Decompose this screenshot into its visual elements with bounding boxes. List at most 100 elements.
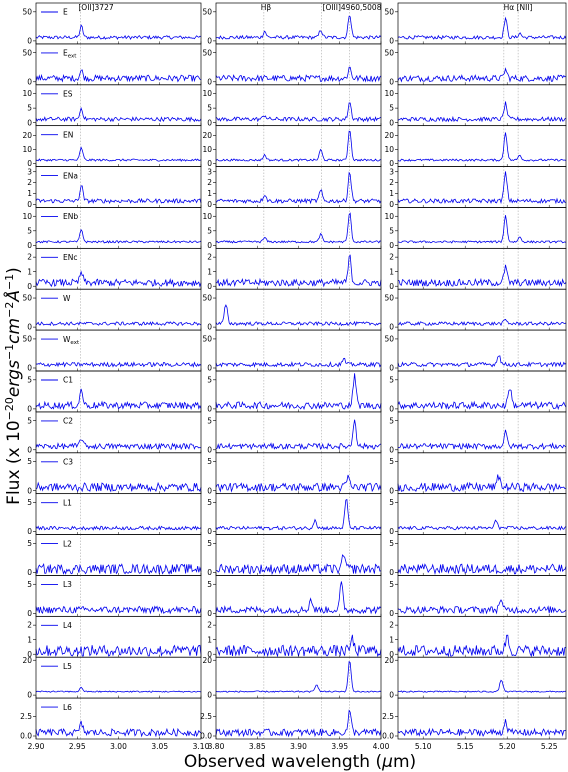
- y-tick-label: 5: [27, 498, 32, 507]
- x-axis-title: Observed wavelength (μm): [184, 752, 416, 772]
- y-tick-label: 50: [202, 335, 212, 344]
- y-axis-title: Flux (x 10−20ergs−1cm−2Å−1): [2, 267, 24, 505]
- y-tick-label: 5: [207, 539, 212, 548]
- y-tick-label: 50: [22, 335, 32, 344]
- panel-enb-1: 0 5 10 ENb: [22, 207, 202, 250]
- y-tick-label: 5: [27, 416, 32, 425]
- y-tick-label: 0: [389, 282, 394, 291]
- y-tick-label: 5: [207, 498, 212, 507]
- spectrum-line: [35, 270, 202, 288]
- y-tick-label: 0: [27, 445, 32, 454]
- spectrum-line: [397, 429, 567, 451]
- y-tick-label: 0: [389, 241, 394, 250]
- panel-l1-1: 0 5 L1: [27, 493, 202, 536]
- panel-l6-3: 0.0 2.5 5.10 5.15 5.20 5.25: [382, 697, 567, 751]
- panel-l2-1: 0 5 L2: [27, 534, 202, 577]
- panel-w-1: 0 50 W: [22, 288, 202, 332]
- y-tick-label: 0: [27, 159, 32, 168]
- y-tick-label: 3: [207, 167, 212, 176]
- y-tick-label: 10: [202, 212, 212, 221]
- y-tick-label: 5: [27, 226, 32, 235]
- spectrum-line: [397, 101, 567, 123]
- panel-ena-1: 0 1 2 3 ENa: [27, 166, 202, 209]
- y-tick-label: 20: [202, 131, 212, 140]
- y-tick-label: 1: [207, 267, 212, 276]
- y-tick-label: 0: [389, 159, 394, 168]
- line-label-oii: [OII]3727: [78, 3, 113, 12]
- spectrum-line: [35, 439, 202, 451]
- y-tick-label: 5: [27, 104, 32, 113]
- y-tick-label: 5: [389, 457, 394, 466]
- y-tick-label: 5: [27, 375, 32, 384]
- spectrum-line: [215, 66, 382, 83]
- panel-l4-2: 0 1 2: [207, 615, 382, 659]
- legend-label: C2: [63, 417, 73, 426]
- spectrum-line: [215, 212, 382, 244]
- x-tick-label: 4.00: [373, 742, 390, 751]
- x-tick-label: 2.95: [69, 742, 86, 751]
- spectrum-line: [35, 686, 202, 693]
- y-tick-label: 0: [27, 323, 32, 332]
- y-tick-label: 0: [389, 200, 394, 209]
- panel-l5-3: 0 20: [384, 656, 567, 700]
- spectrum-line: [35, 185, 202, 205]
- panel-c2-3: 05: [389, 411, 567, 454]
- y-tick-label: 10: [384, 145, 394, 154]
- legend-label: L5: [63, 662, 72, 671]
- spectrum-line: [35, 69, 202, 83]
- panel-frame: [35, 697, 202, 740]
- panel-es-3: 0 5 10: [384, 84, 567, 127]
- y-tick-label: 0: [27, 568, 32, 577]
- y-tick-label: 1: [27, 267, 32, 276]
- panel-enc-3: 0 1 2: [389, 247, 567, 291]
- panel-c2-2: 05: [207, 411, 382, 454]
- spectrum-line: [35, 562, 202, 575]
- y-tick-label: 0: [389, 691, 394, 700]
- y-tick-label: 20: [384, 656, 394, 665]
- y-tick-label: 0: [207, 650, 212, 659]
- panel-l2-2: 05: [207, 534, 382, 577]
- panel-c1-2: 05: [207, 370, 382, 413]
- y-tick-label: 5: [207, 104, 212, 113]
- y-tick-label: 1: [389, 267, 394, 276]
- y-tick-label: 2: [27, 253, 32, 262]
- spectrum-line: [215, 304, 382, 327]
- panel-l6-2: 0.0 2.5 3.80 3.85 3.90 3.95 4.00: [200, 697, 390, 751]
- y-tick-label: 10: [202, 145, 212, 154]
- spectrum-line: [397, 215, 567, 244]
- panel-frame: [397, 697, 567, 740]
- spectrum-line: [397, 719, 567, 737]
- spectrum-line: [215, 419, 382, 451]
- y-tick-label: 0: [207, 118, 212, 127]
- y-tick-label: 50: [384, 294, 394, 303]
- y-tick-label: 50: [22, 294, 32, 303]
- panel-c3-3: 05: [389, 452, 567, 495]
- panel-es-1: 0 5 10 ES: [22, 84, 202, 127]
- y-tick-label: 0: [27, 691, 32, 700]
- spectrum-line: [397, 355, 567, 368]
- y-tick-label: 1: [207, 635, 212, 644]
- y-tick-label: 2: [207, 621, 212, 630]
- y-tick-label: 20: [384, 131, 394, 140]
- legend-label: Eext: [63, 49, 77, 60]
- legend-label: C1: [63, 376, 73, 385]
- spectrum-line: [397, 264, 567, 287]
- panel-frame: [397, 125, 567, 167]
- x-tick-label: 3.05: [151, 742, 168, 751]
- legend-label: L3: [63, 580, 72, 589]
- x-tick-label: 3.80: [208, 742, 225, 751]
- y-tick-label: 20: [22, 656, 32, 665]
- y-tick-label: 2: [207, 253, 212, 262]
- y-tick-label: 5: [27, 457, 32, 466]
- y-tick-label: 0: [207, 241, 212, 250]
- y-tick-label: 50: [202, 294, 212, 303]
- x-tick-label: 5.20: [499, 742, 516, 751]
- panel-frame: [35, 370, 202, 413]
- y-tick-label: 10: [384, 212, 394, 221]
- y-tick-label: 10: [384, 89, 394, 98]
- panel-frame: [397, 288, 567, 331]
- spectrum-line: [397, 474, 567, 493]
- y-tick-label: 0: [207, 364, 212, 373]
- spectrum-line: [215, 254, 382, 288]
- y-tick-label: 5: [207, 457, 212, 466]
